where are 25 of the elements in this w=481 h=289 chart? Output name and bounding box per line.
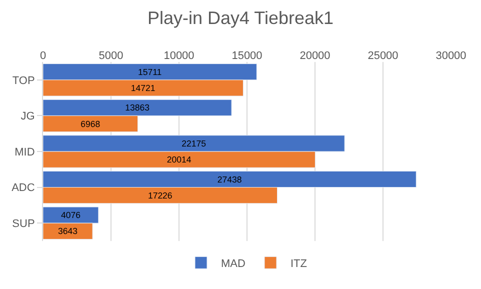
x-tick-label: 30000 <box>436 50 466 62</box>
data-label: 13863 <box>125 102 150 113</box>
legend-label: ITZ <box>290 258 308 270</box>
data-label: 3643 <box>58 226 78 236</box>
x-tick-label: 15000 <box>232 50 262 62</box>
x-tick-label: 10000 <box>164 50 194 62</box>
data-label: 17226 <box>148 190 172 200</box>
y-tick-label: SUP <box>12 218 35 230</box>
legend-label: MAD <box>221 258 246 270</box>
y-tick-label: MID <box>14 146 35 158</box>
y-tick-label: TOP <box>12 74 35 87</box>
x-tick-label: 20000 <box>300 50 330 62</box>
data-label: 6968 <box>80 118 100 129</box>
data-label: 20014 <box>166 154 192 165</box>
data-label: 22175 <box>182 138 206 148</box>
data-label: 4076 <box>60 210 81 220</box>
y-tick-label: ADC <box>12 182 35 194</box>
x-tick-label: 5000 <box>98 50 124 62</box>
chart-title: Play-in Day4 Tiebreak1 <box>147 8 334 28</box>
x-tick-label: 25000 <box>368 50 398 62</box>
data-label: 15711 <box>138 66 162 77</box>
y-tick-label: JG <box>20 110 35 123</box>
data-label: 27438 <box>217 174 242 184</box>
x-tick-label: 0 <box>40 50 46 62</box>
data-label: 14721 <box>130 82 156 93</box>
